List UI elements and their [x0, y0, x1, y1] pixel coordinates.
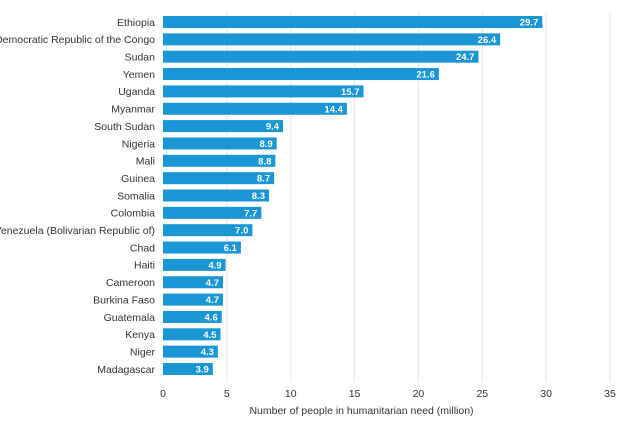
bar	[163, 241, 241, 254]
bar	[163, 120, 284, 133]
x-tick-label: 5	[224, 388, 230, 400]
bar	[163, 16, 543, 28]
value-label: 24.7	[456, 52, 475, 63]
category-label: Guinea	[121, 173, 155, 185]
value-label: 8.9	[259, 139, 272, 150]
x-tick-label: 30	[540, 388, 552, 400]
value-label: 8.8	[258, 156, 271, 167]
bar	[163, 224, 253, 237]
value-label: 6.1	[224, 243, 238, 254]
bar	[163, 206, 262, 219]
x-axis-title: Number of people in humanitarian need (m…	[249, 405, 473, 417]
bar	[163, 102, 347, 115]
category-label: Colombia	[111, 208, 156, 220]
value-labels: 29.7 26.424.7 21.6 15.7 14.4 9.4 8.9 8.8 8.7 8.3 7…	[196, 18, 539, 376]
value-label: 15.7	[341, 87, 360, 98]
value-label: 3.9	[196, 365, 209, 376]
value-label: 4.5	[203, 330, 217, 341]
bar	[163, 310, 222, 323]
value-label: 26.4	[478, 35, 497, 46]
x-axis-ticks: 0 5 10 15 20 25 30 35	[160, 388, 616, 400]
value-label: 8.3	[252, 191, 265, 202]
category-label: Sudan	[125, 52, 156, 64]
category-label: Uganda	[118, 86, 155, 98]
category-label: Chad	[130, 242, 155, 254]
category-label: Venezuela (Bolivarian Republic of)	[0, 225, 155, 237]
bar	[163, 345, 218, 358]
bar	[163, 328, 221, 341]
category-label: Ethiopia	[117, 17, 155, 29]
bar	[163, 33, 501, 46]
bar	[163, 258, 226, 271]
bars	[163, 16, 543, 375]
bar	[163, 137, 277, 150]
category-label: Burkina Faso	[93, 294, 155, 306]
bar	[163, 68, 439, 81]
x-tick-label: 20	[413, 388, 425, 400]
value-label: 9.4	[266, 122, 280, 133]
category-label: South Sudan	[94, 121, 155, 133]
category-label: Myanmar	[111, 104, 155, 116]
value-label: 21.6	[416, 70, 435, 81]
bar	[163, 154, 276, 167]
category-label: Haiti	[134, 260, 155, 272]
category-label: Niger	[130, 346, 156, 358]
x-tick-label: 10	[285, 388, 297, 400]
category-label: Nigeria	[122, 138, 155, 150]
category-label: Cameroon	[106, 277, 155, 289]
value-label: 8.7	[257, 174, 270, 185]
category-label: Kenya	[125, 329, 155, 341]
bar	[163, 363, 213, 375]
category-label: Somalia	[117, 190, 155, 202]
category-label: Democratic Republic of the Congo	[0, 34, 155, 46]
bar	[163, 293, 224, 306]
grid-lines	[226, 12, 611, 382]
category-label: Yemen	[123, 69, 155, 81]
x-tick-label: 15	[349, 388, 361, 400]
value-label: 4.6	[205, 312, 218, 323]
bar	[163, 189, 270, 202]
value-label: 14.4	[324, 104, 343, 115]
category-label: Madagascar	[97, 364, 155, 376]
x-tick-label: 0	[160, 388, 166, 400]
value-label: 7.7	[244, 208, 257, 219]
bar	[163, 50, 479, 63]
value-label: 4.7	[206, 295, 219, 306]
bar	[163, 276, 224, 289]
bar	[163, 172, 275, 185]
value-label: 4.9	[208, 260, 221, 271]
category-label: Guatemala	[104, 312, 156, 324]
value-label: 7.0	[235, 226, 248, 237]
value-label: 29.7	[520, 18, 539, 29]
x-tick-label: 25	[476, 388, 488, 400]
category-labels: Ethiopia Democratic Republic of the Congo…	[0, 17, 156, 376]
bar	[163, 85, 364, 98]
x-tick-label: 35	[604, 388, 616, 400]
value-label: 4.3	[201, 347, 214, 358]
value-label: 4.7	[206, 278, 219, 289]
category-label: Mali	[136, 156, 155, 168]
